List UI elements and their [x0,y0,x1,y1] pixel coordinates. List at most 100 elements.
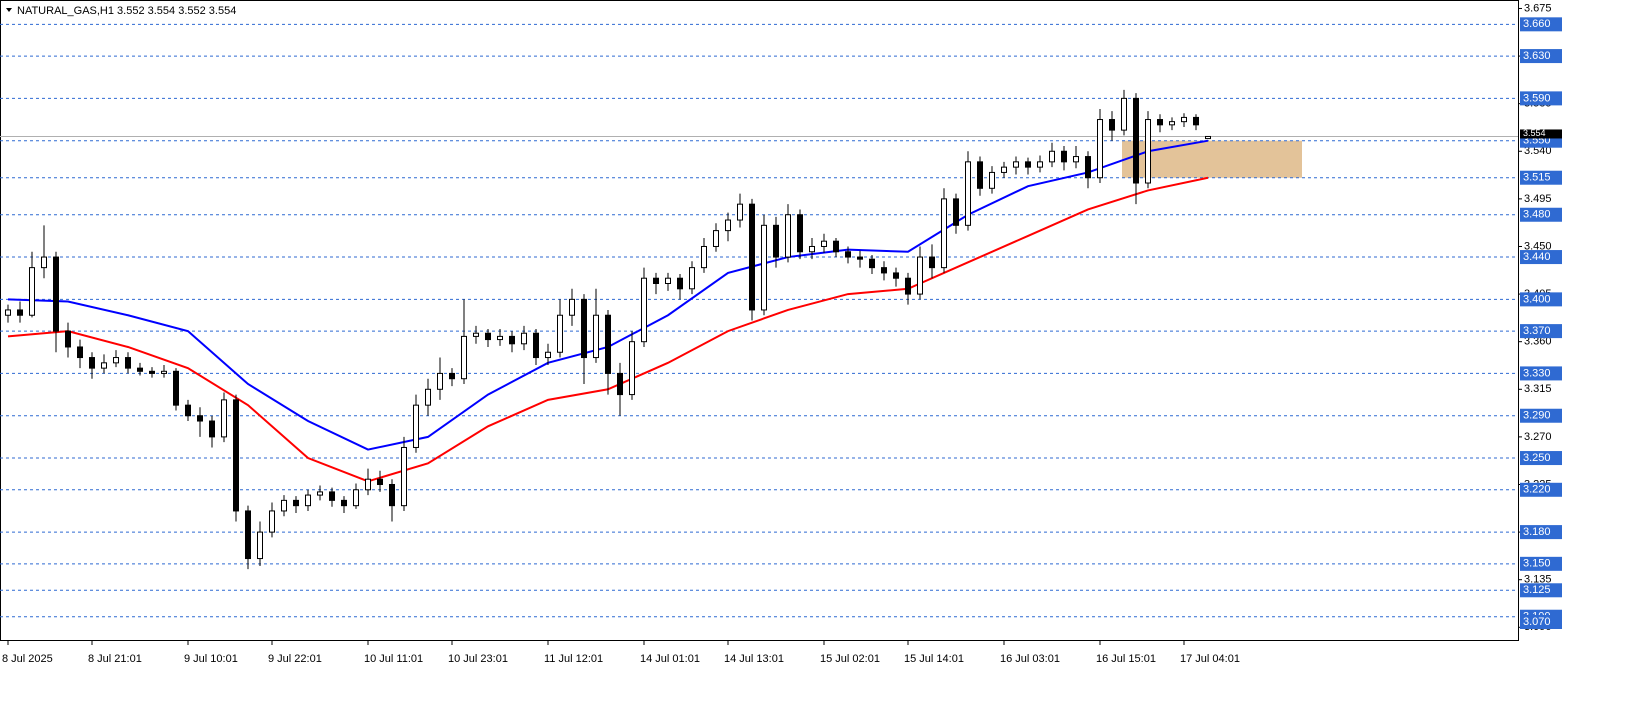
candle-body [1001,166,1007,173]
candle-body [89,357,95,369]
candle-body [437,372,443,390]
candle-body [65,330,71,348]
level-label: 3.400 [1523,293,1551,305]
candle-body [953,198,959,226]
x-tick-label: 16 Jul 15:01 [1096,653,1156,665]
candle-body [509,335,515,345]
candle-body [1085,156,1091,179]
level-label-box [1520,49,1562,64]
candle-body [1097,119,1103,179]
x-tick-label: 14 Jul 13:01 [724,653,784,665]
candle-body [545,351,551,359]
candle-body [245,510,251,560]
x-tick-label: 8 Jul 2025 [2,653,53,665]
plot-frame [0,0,1519,641]
level-label-box [1520,525,1562,540]
y-tick-label: 3.135 [1524,574,1552,586]
candle-body [533,332,539,359]
level-label: 3.290 [1523,410,1551,422]
candle-body [689,267,695,290]
candle-body [893,272,899,279]
candle-body [497,335,503,341]
candle-body [677,277,683,290]
candle-body [641,277,647,343]
level-label: 3.250 [1523,452,1551,464]
last-price-box [1520,129,1562,139]
candle-body [1205,135,1211,140]
level-label: 3.480 [1523,209,1551,221]
level-label: 3.330 [1523,367,1551,379]
candle-body [881,267,887,274]
level-label-box [1520,366,1562,381]
candle-body [137,367,143,372]
menu-arrow [6,8,12,12]
level-label: 3.370 [1523,325,1551,337]
candle-body [761,224,767,311]
level-label-box [1520,91,1562,106]
candle-body [209,420,215,438]
candle-body [281,499,287,512]
candle-body [713,230,719,247]
y-tick-label: 3.675 [1524,2,1552,14]
candle-body [233,399,239,512]
candle-body [1073,156,1079,163]
candle-body [425,388,431,406]
candle-body [101,362,107,369]
candle-body [1061,150,1067,163]
candle-body [977,161,983,189]
candle-body [809,245,815,253]
level-label: 3.220 [1523,484,1551,496]
candle-body [989,171,995,189]
candle-body [125,357,131,369]
x-tick-label: 9 Jul 10:01 [184,653,238,665]
candle-body [1013,161,1019,168]
x-tick-label: 17 Jul 04:01 [1180,653,1240,665]
candle-body [161,370,167,374]
candle-body [401,446,407,507]
x-tick-label: 11 Jul 12:01 [544,653,603,665]
candle-body [821,240,827,247]
candle-body [1025,161,1031,168]
candle-body [149,370,155,374]
candle-body [917,256,923,295]
candle-body [1193,116,1199,126]
price-zone [1122,140,1302,178]
candle-body [701,245,707,269]
y-tick-label: 3.450 [1524,240,1552,252]
level-label: 3.590 [1523,92,1551,104]
candle-body [785,214,791,258]
candle-body [185,404,191,417]
candle-body [461,335,467,380]
level-label-box [1520,292,1562,307]
x-tick-label: 16 Jul 03:01 [1000,653,1060,665]
candle-body [1157,119,1163,126]
level-label: 3.070 [1523,616,1551,628]
level-label-box [1520,250,1562,265]
candle-body [557,314,563,353]
level-label: 3.515 [1523,172,1551,184]
candle-body [221,399,227,438]
level-label-box [1520,207,1562,222]
candle-body [773,224,779,258]
candle-body [413,404,419,448]
candle-body [449,372,455,380]
candle-body [725,219,731,232]
candle-body [377,478,383,485]
candle-body [869,258,875,269]
candle-body [653,277,659,285]
candle-body [1109,119,1115,131]
candle-body [737,203,743,221]
level-label-box [1520,17,1562,32]
candle-body [17,309,23,316]
candle-body [113,357,119,364]
last-price-label: 3.554 [1523,128,1546,138]
candle-body [5,309,11,316]
candle-body [41,256,47,269]
candle-body [581,298,587,359]
level-label-box [1520,170,1562,185]
candle-body [521,332,527,345]
level-label: 3.660 [1523,18,1551,30]
y-tick-label: 3.540 [1524,145,1552,157]
chart-title: NATURAL_GAS,H1 3.552 3.554 3.552 3.554 [17,5,236,17]
